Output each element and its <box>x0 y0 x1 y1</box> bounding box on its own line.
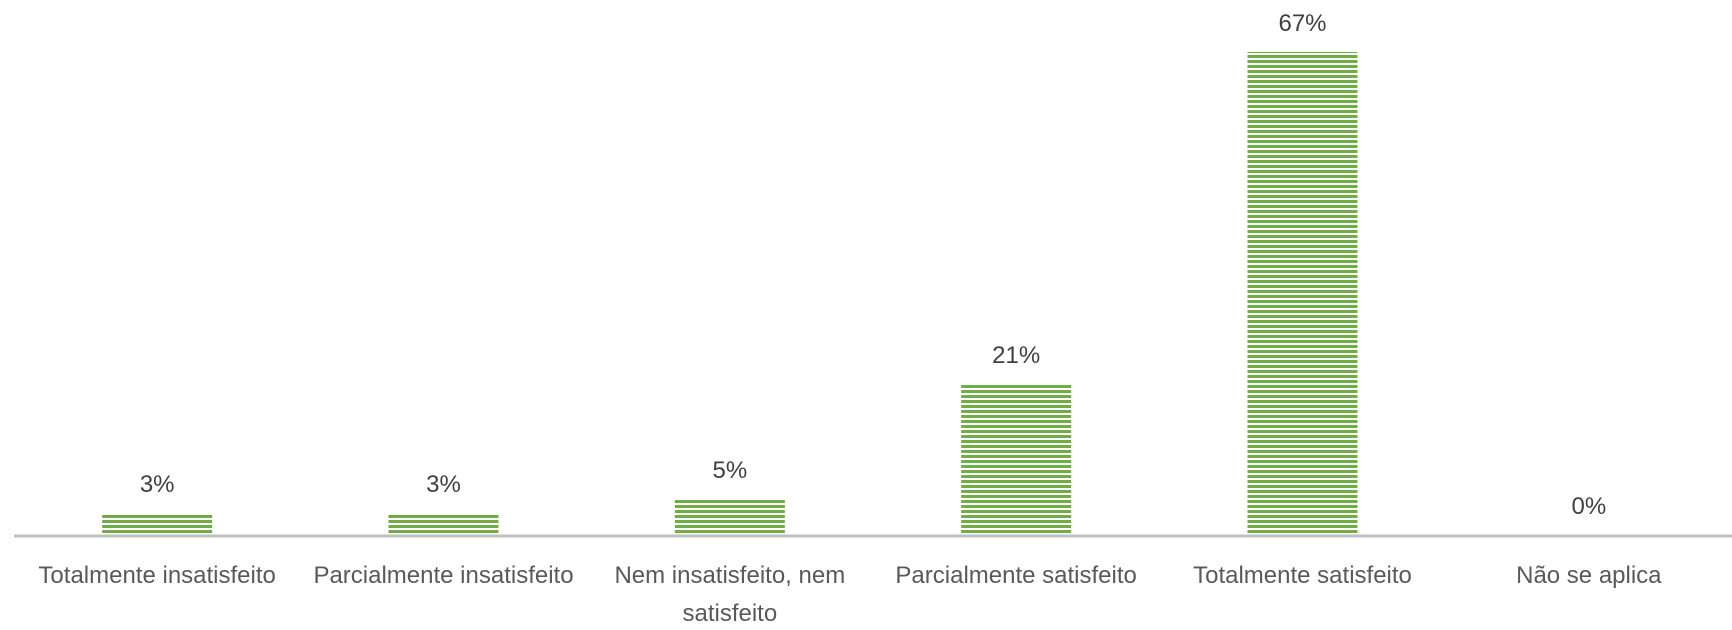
x-tick-label: Nem insatisfeito, nem satisfeito <box>614 562 846 627</box>
value-label: 67% <box>1278 10 1327 37</box>
bar <box>1247 52 1358 535</box>
value-label: 0% <box>1571 493 1607 520</box>
x-tick-label: Parcialmente insatisfeito <box>313 562 574 589</box>
value-label: 3% <box>139 471 175 499</box>
bar <box>674 498 785 535</box>
bar <box>961 383 1072 535</box>
value-label: 5% <box>712 456 748 484</box>
x-tick-label: Totalmente insatisfeito <box>38 562 276 589</box>
x-tick-label: Totalmente satisfeito <box>1193 562 1412 589</box>
x-tick-label: Não se aplica <box>1516 562 1662 589</box>
bar <box>388 513 499 535</box>
value-label: 3% <box>426 471 461 499</box>
x-tick-label: Parcialmente satisfeito <box>895 562 1137 589</box>
bar <box>102 513 213 535</box>
value-label: 21% <box>992 341 1041 369</box>
